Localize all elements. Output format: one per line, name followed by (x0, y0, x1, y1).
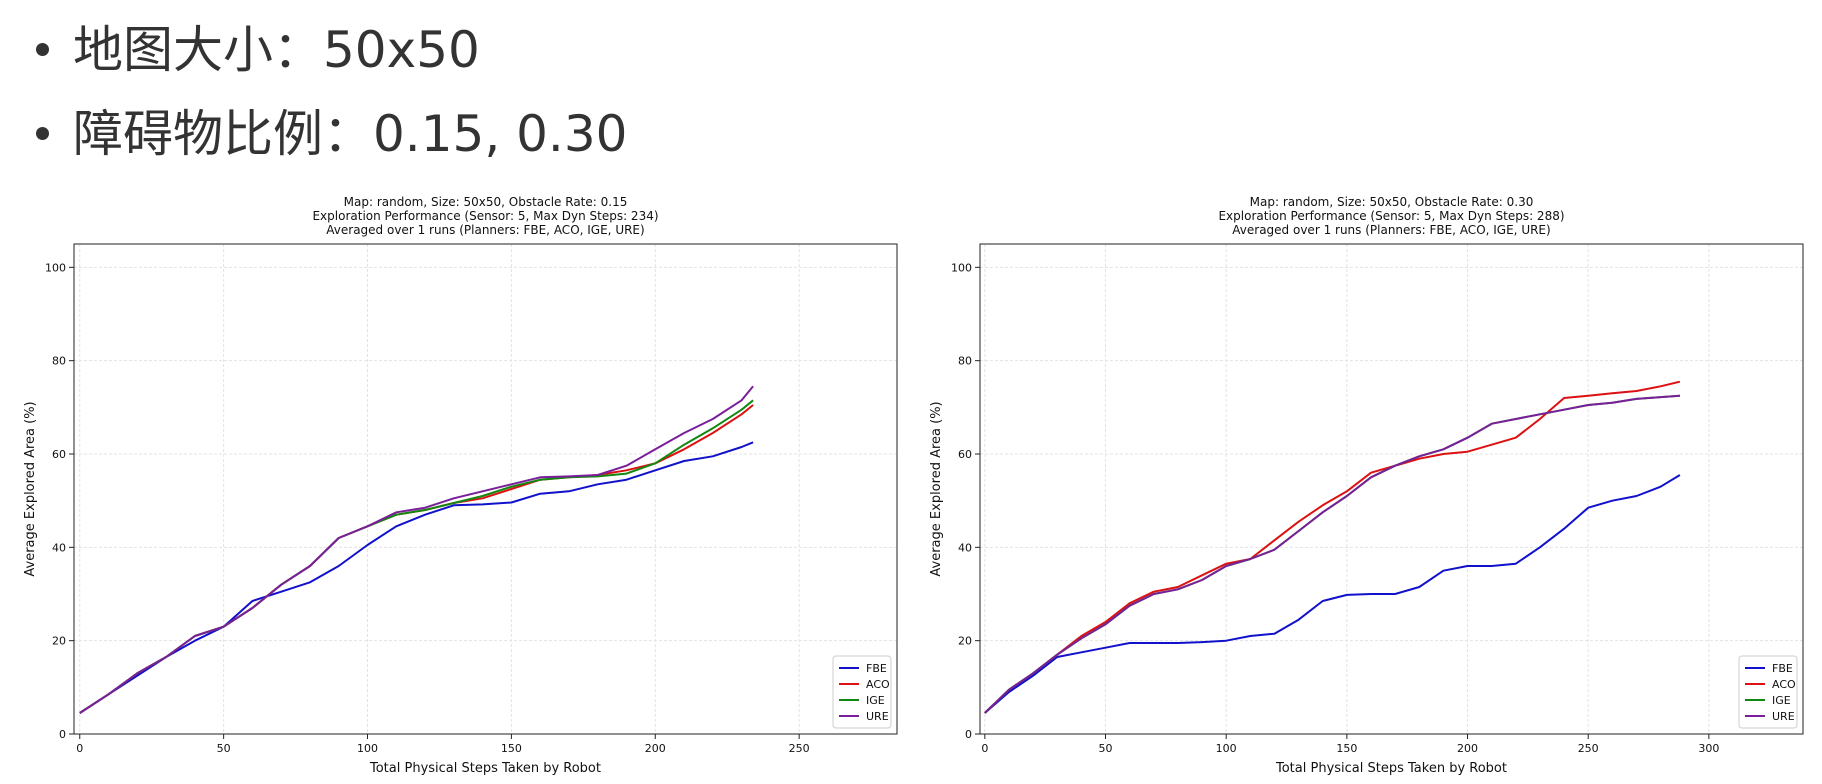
x-tick-label: 250 (1578, 742, 1599, 755)
plot-frame (979, 243, 1804, 735)
y-axis-label: Average Explored Area (%) (929, 401, 944, 576)
series-line-ure (984, 394, 1680, 714)
chart-title-line: Exploration Performance (Sensor: 5, Max … (1218, 209, 1564, 223)
x-tick-label: 0 (981, 742, 988, 755)
plot-frame (73, 243, 898, 735)
y-tick-label: 20 (958, 635, 972, 648)
x-tick-label: 0 (76, 742, 83, 755)
bullet-dot-icon (36, 127, 49, 140)
bullet-map-size-label: 地图大小： (73, 21, 323, 79)
legend-label-ige: IGE (1772, 694, 1791, 707)
bullet-dot-icon (36, 43, 49, 56)
y-tick-label: 100 (45, 261, 66, 274)
x-tick-label: 150 (1336, 742, 1357, 755)
bullet-obstacle-rate-value: 0.15, 0.30 (373, 105, 628, 163)
y-tick-label: 0 (965, 728, 972, 741)
y-tick-label: 100 (951, 261, 972, 274)
x-tick-label: 100 (357, 742, 378, 755)
chart-obstacle-015: Map: random, Size: 50x50, Obstacle Rate:… (23, 195, 898, 776)
x-tick-label: 50 (1099, 742, 1113, 755)
legend-box (832, 655, 892, 729)
chart-title-line: Averaged over 1 runs (Planners: FBE, ACO… (326, 223, 644, 237)
legend: FBE ACO IGE URE (1738, 655, 1798, 729)
legend-label-aco: ACO (1772, 678, 1796, 691)
bullet-obstacle-rate: 障碍物比例：0.15, 0.30 (36, 92, 627, 176)
legend-box (1738, 655, 1798, 729)
bullet-obstacle-rate-label: 障碍物比例： (73, 105, 373, 163)
bullet-list: 地图大小：50x50 障碍物比例：0.15, 0.30 (36, 8, 627, 176)
legend-label-ure: URE (1772, 710, 1795, 723)
chart-obstacle-030: Map: random, Size: 50x50, Obstacle Rate:… (929, 195, 1804, 776)
series-line-ige (79, 399, 754, 714)
x-tick-label: 150 (501, 742, 522, 755)
y-tick-label: 80 (52, 355, 66, 368)
x-tick-label: 50 (217, 742, 231, 755)
y-tick-label: 60 (52, 448, 66, 461)
x-tick-label: 200 (1457, 742, 1478, 755)
chart-title-line: Exploration Performance (Sensor: 5, Max … (312, 209, 658, 223)
legend-label-ige: IGE (866, 694, 885, 707)
legend-label-aco: ACO (866, 678, 890, 691)
x-tick-label: 100 (1216, 742, 1237, 755)
legend-label-fbe: FBE (866, 662, 887, 675)
y-tick-label: 40 (52, 541, 66, 554)
bullet-map-size: 地图大小：50x50 (36, 8, 627, 92)
y-tick-label: 60 (958, 448, 972, 461)
bullet-map-size-value: 50x50 (323, 21, 480, 79)
y-tick-label: 0 (59, 728, 66, 741)
y-tick-label: 40 (958, 541, 972, 554)
x-tick-label: 300 (1698, 742, 1719, 755)
series-line-fbe (79, 441, 754, 714)
series-line-fbe (984, 474, 1681, 714)
x-axis-label: Total Physical Steps Taken by Robot (369, 761, 601, 776)
series-line-ige (984, 394, 1680, 714)
chart-title-line: Averaged over 1 runs (Planners: FBE, ACO… (1232, 223, 1550, 237)
x-tick-label: 200 (645, 742, 666, 755)
chart-title-line: Map: random, Size: 50x50, Obstacle Rate:… (1250, 195, 1534, 209)
chart-title-line: Map: random, Size: 50x50, Obstacle Rate:… (344, 195, 628, 209)
legend-label-ure: URE (866, 710, 889, 723)
y-tick-label: 80 (958, 355, 972, 368)
x-tick-label: 250 (789, 742, 810, 755)
legend-label-fbe: FBE (1772, 662, 1793, 675)
x-axis-label: Total Physical Steps Taken by Robot (1275, 761, 1507, 776)
y-tick-label: 20 (52, 635, 66, 648)
series-line-aco (984, 380, 1681, 714)
legend: FBE ACO IGE URE (832, 655, 892, 729)
y-axis-label: Average Explored Area (%) (23, 401, 38, 576)
series-line-ure (79, 385, 754, 714)
